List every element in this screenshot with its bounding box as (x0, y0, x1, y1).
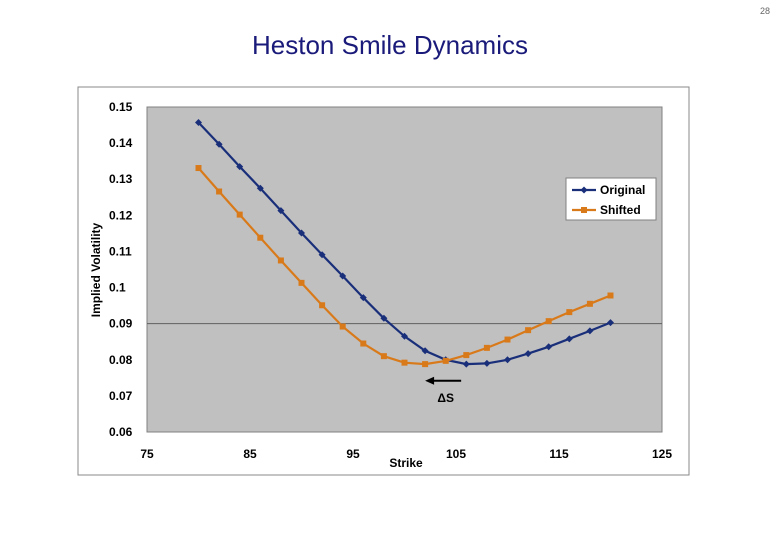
legend: Original Shifted (565, 177, 657, 221)
data-point-original (298, 229, 305, 237)
data-point-original (483, 359, 491, 367)
data-point-shifted (360, 340, 367, 347)
data-point-shifted (195, 165, 202, 172)
data-point-shifted (339, 323, 346, 330)
y-tick-labels: 0.06 0.07 0.08 0.09 0.1 0.11 0.12 0.13 0.14 0.15 (109, 100, 133, 439)
y-tick-label: 0.07 (109, 389, 133, 403)
data-point-original (565, 335, 573, 343)
y-tick-label: 0.09 (109, 317, 133, 331)
data-point-original (236, 163, 244, 171)
legend-items: Original Shifted (572, 183, 645, 217)
x-tick-label: 85 (243, 447, 257, 461)
x-tick-label: 95 (346, 447, 360, 461)
data-point-original (462, 360, 470, 368)
data-point-shifted (319, 302, 326, 309)
data-point-original (339, 272, 347, 280)
y-tick-label: 0.06 (109, 425, 133, 439)
delta-s-arrowhead (425, 376, 435, 385)
legend-marker-original (580, 186, 588, 194)
delta-s-label: ΔS (437, 391, 454, 405)
y-tick-label: 0.15 (109, 100, 133, 114)
data-point-original (359, 294, 367, 302)
slide-title: Heston Smile Dynamics (252, 30, 528, 60)
data-point-shifted (216, 188, 223, 195)
data-point-original (545, 343, 553, 351)
data-point-original (256, 184, 264, 192)
annotation-layer: ΔS (425, 376, 462, 405)
y-tick-label: 0.11 (109, 244, 132, 258)
data-point-original (401, 332, 408, 340)
legend-label-original: Original (600, 183, 645, 197)
data-point-shifted (607, 292, 614, 299)
data-point-original (277, 207, 285, 215)
data-point-shifted (422, 361, 429, 368)
data-point-shifted (545, 318, 552, 325)
data-point-shifted (525, 327, 532, 334)
y-tick-label: 0.1 (109, 281, 126, 295)
data-point-shifted (504, 336, 511, 343)
x-tick-label: 115 (549, 447, 569, 461)
data-point-original (504, 356, 511, 364)
data-point-shifted (298, 279, 305, 286)
y-tick-label: 0.12 (109, 208, 133, 222)
x-tick-label: 125 (652, 447, 672, 461)
x-axis-title: Strike (389, 456, 423, 470)
plot-area (146, 106, 663, 433)
data-point-original (195, 119, 202, 127)
series-layer (195, 119, 614, 368)
legend-marker-shifted (581, 207, 587, 213)
data-point-original (215, 140, 223, 148)
data-point-shifted (483, 344, 490, 351)
y-tick-label: 0.14 (109, 136, 133, 150)
data-point-shifted (442, 357, 449, 364)
data-point-original (607, 319, 614, 327)
data-point-original (586, 327, 594, 335)
data-point-shifted (463, 352, 470, 359)
y-axis-title: Implied Volatility (89, 222, 103, 317)
data-point-original (318, 251, 326, 259)
x-tick-label: 75 (140, 447, 154, 461)
data-point-shifted (257, 234, 264, 241)
data-point-original (421, 347, 429, 355)
data-point-original (380, 314, 388, 322)
x-tick-label: 105 (446, 447, 466, 461)
data-point-shifted (401, 359, 408, 366)
data-point-shifted (586, 300, 593, 307)
data-point-original (524, 350, 532, 358)
data-point-shifted (236, 211, 243, 218)
data-point-shifted (277, 257, 284, 264)
legend-label-shifted: Shifted (600, 203, 641, 217)
x-tick-labels: 75 85 95 105 115 125 (140, 447, 672, 461)
data-point-shifted (566, 309, 573, 316)
slide-number: 28 (759, 6, 770, 16)
y-tick-label: 0.08 (109, 353, 133, 367)
data-point-shifted (380, 353, 387, 360)
y-tick-label: 0.13 (109, 172, 133, 186)
